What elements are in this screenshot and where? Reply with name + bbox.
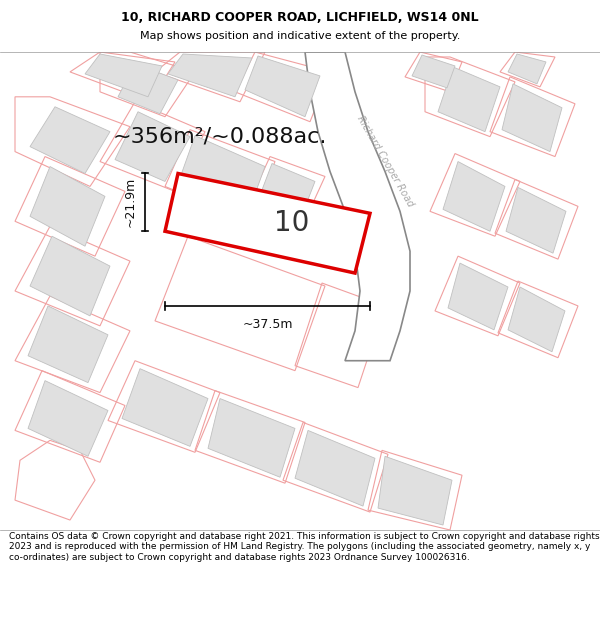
Polygon shape (30, 107, 110, 174)
Text: 10, RICHARD COOPER ROAD, LICHFIELD, WS14 0NL: 10, RICHARD COOPER ROAD, LICHFIELD, WS14… (121, 11, 479, 24)
Polygon shape (178, 136, 265, 213)
Polygon shape (508, 287, 565, 352)
Text: ~356m²/~0.088ac.: ~356m²/~0.088ac. (113, 127, 327, 147)
Polygon shape (85, 54, 162, 97)
Polygon shape (305, 52, 410, 361)
Polygon shape (30, 236, 110, 316)
Text: ~21.9m: ~21.9m (124, 177, 137, 227)
Polygon shape (502, 84, 562, 152)
Text: Richard Cooper Road: Richard Cooper Road (355, 114, 415, 209)
Polygon shape (168, 54, 252, 97)
Polygon shape (448, 263, 508, 330)
Polygon shape (378, 456, 452, 525)
Polygon shape (508, 54, 546, 84)
Polygon shape (295, 431, 375, 506)
Text: Contains OS data © Crown copyright and database right 2021. This information is : Contains OS data © Crown copyright and d… (9, 532, 599, 562)
Polygon shape (208, 399, 295, 478)
Polygon shape (115, 112, 190, 181)
Polygon shape (118, 64, 178, 114)
Text: Map shows position and indicative extent of the property.: Map shows position and indicative extent… (140, 31, 460, 41)
Text: ~37.5m: ~37.5m (242, 318, 293, 331)
Polygon shape (30, 166, 105, 246)
Polygon shape (443, 161, 505, 231)
Polygon shape (412, 55, 455, 88)
Polygon shape (255, 164, 315, 225)
Polygon shape (28, 381, 108, 456)
Polygon shape (165, 174, 370, 273)
Polygon shape (506, 188, 566, 253)
Polygon shape (28, 306, 108, 382)
Polygon shape (122, 369, 208, 446)
Polygon shape (245, 56, 320, 117)
Polygon shape (438, 67, 500, 132)
Text: 10: 10 (274, 209, 310, 237)
